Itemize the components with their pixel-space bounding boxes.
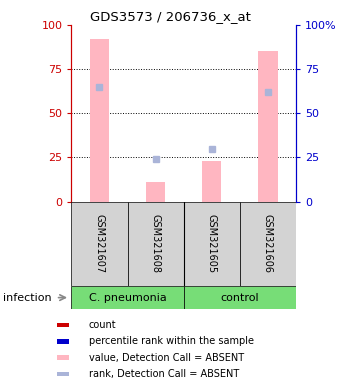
Bar	[71, 202, 128, 286]
Bar	[184, 202, 240, 286]
Bar	[184, 286, 296, 309]
Text: C. pneumonia: C. pneumonia	[89, 293, 166, 303]
Bar	[57, 355, 69, 360]
Bar	[146, 182, 165, 202]
Text: GSM321608: GSM321608	[151, 214, 160, 273]
Text: infection: infection	[3, 293, 52, 303]
Text: GDS3573 / 206736_x_at: GDS3573 / 206736_x_at	[89, 10, 251, 23]
Bar	[128, 202, 184, 286]
Bar	[202, 161, 221, 202]
Bar	[57, 339, 69, 344]
Text: value, Detection Call = ABSENT: value, Detection Call = ABSENT	[89, 353, 244, 362]
Text: control: control	[220, 293, 259, 303]
Bar	[240, 202, 296, 286]
Bar	[57, 372, 69, 376]
Bar	[90, 39, 109, 202]
Bar	[71, 286, 184, 309]
Text: percentile rank within the sample: percentile rank within the sample	[89, 336, 254, 346]
Bar	[57, 323, 69, 327]
Text: GSM321606: GSM321606	[263, 214, 273, 273]
Text: GSM321605: GSM321605	[207, 214, 217, 273]
Bar	[258, 51, 277, 202]
Text: count: count	[89, 320, 116, 330]
Text: GSM321607: GSM321607	[95, 214, 104, 273]
Text: rank, Detection Call = ABSENT: rank, Detection Call = ABSENT	[89, 369, 239, 379]
